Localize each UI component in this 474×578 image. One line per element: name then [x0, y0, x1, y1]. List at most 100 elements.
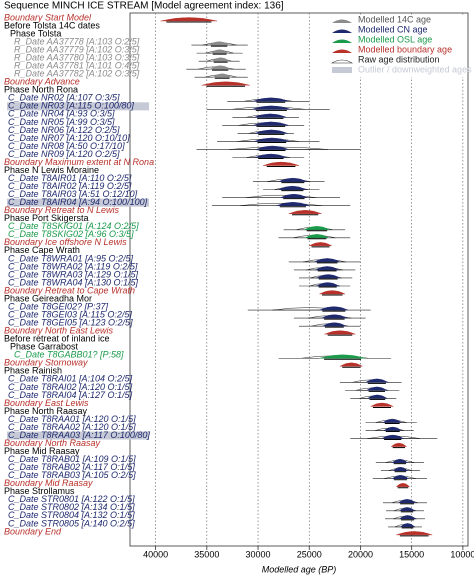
- modelled-distribution: [365, 386, 388, 391]
- row-label: C_Date T8GABB01? [P:58]: [14, 350, 124, 360]
- modelled-distribution: [278, 185, 307, 190]
- legend-label: Modelled boundary age: [358, 44, 452, 54]
- row-label: Phase North Rona: [4, 85, 78, 95]
- modelled-distribution: [209, 65, 232, 70]
- legend-box: [326, 15, 466, 77]
- modelled-distribution: [251, 105, 291, 110]
- row-label: C_Date T8RAA02 [A:120 O:1/5]: [8, 422, 136, 432]
- row-label: C_Date T8AIR03 [A:51 O:12/10]: [8, 189, 138, 199]
- outlier-highlight: [7, 431, 149, 440]
- row-label: C_Date T8GEI05 [A:123 O:2/5]: [8, 318, 133, 328]
- legend-swatch: [330, 59, 354, 64]
- row-label: C_Date T8AIR01 [A:110 O:2/5]: [8, 173, 132, 183]
- modelled-distribution: [314, 266, 340, 271]
- row-label: Boundary North Raasay: [4, 438, 101, 448]
- legend-label: Modelled OSL age: [358, 34, 432, 44]
- modelled-distribution: [276, 201, 310, 206]
- row-label: Boundary Mid Raasay: [4, 478, 93, 488]
- legend-label: Modelled CN age: [358, 24, 428, 34]
- legend-swatch: [332, 49, 352, 53]
- legend-swatch: [332, 67, 352, 73]
- legend-label: Modelled 14C age: [358, 14, 431, 24]
- modelled-distribution: [315, 282, 340, 287]
- modelled-distribution: [391, 458, 409, 463]
- modelled-distribution: [319, 290, 346, 295]
- row-label: C_Date T8GEI02? [P:37]: [8, 301, 109, 311]
- modelled-distribution: [319, 306, 349, 311]
- legend-swatch: [332, 39, 352, 43]
- row-label: C_Date T8SKIG01 [A:124 O:2/5]: [8, 221, 139, 231]
- row-label: Phase Port Skigersta: [4, 213, 89, 223]
- row-label: R_Date AA37780 [A:103 O:3/5]: [14, 53, 140, 63]
- modelled-distribution: [255, 145, 289, 150]
- modelled-distribution: [383, 426, 402, 431]
- x-tick-label: 25000: [297, 549, 322, 559]
- modelled-distribution: [398, 515, 417, 520]
- modelled-distribution: [397, 499, 417, 503]
- row-label: C_Date T8RAI02 [A:120 O:1/5]: [8, 382, 133, 392]
- modelled-distribution: [319, 354, 366, 359]
- modelled-distribution: [253, 137, 290, 142]
- row-label: C_Date T8RAI01 [A:104 O:2/5]: [8, 374, 133, 384]
- modelled-distribution: [280, 193, 308, 198]
- modelled-distribution: [367, 394, 388, 399]
- row-label: Boundary East Lewis: [4, 398, 89, 408]
- modelled-distribution: [160, 17, 218, 22]
- row-label: Boundary Retreat to Cape Wrath: [4, 285, 135, 295]
- modelled-distribution: [254, 153, 287, 158]
- row-label: C_Date T8RAB03 [A:105 O:2/5]: [8, 470, 136, 480]
- row-label: R_Date AA37781 [A:101 O:4/5]: [14, 61, 140, 71]
- modelled-distribution: [211, 57, 230, 62]
- x-tick-label: 20000: [348, 549, 373, 559]
- modelled-distribution: [253, 113, 287, 118]
- modelled-distribution: [396, 531, 433, 536]
- modelled-distribution: [392, 466, 409, 471]
- modelled-distribution: [212, 73, 232, 78]
- x-tick-label: 15000: [399, 549, 424, 559]
- row-label: R_Date AA37779 [A:102 O:3/5]: [14, 44, 140, 54]
- row-label: Before retreat of inland ice: [4, 334, 110, 344]
- modelled-distribution: [369, 402, 394, 407]
- x-tick-label: 35000: [194, 549, 219, 559]
- row-label: Before Tolsta 14C dates: [4, 20, 100, 30]
- legend-label: Outlier / downweighted ages: [358, 64, 472, 74]
- row-label: Boundary Maximum extent at N Rona: [4, 157, 154, 167]
- x-tick-label: 10000: [450, 549, 474, 559]
- modelled-distribution: [321, 314, 348, 319]
- modelled-distribution: [314, 258, 341, 263]
- row-label: C_Date NR04 [A:93 O:3/5]: [8, 109, 115, 119]
- row-label: C_Date NR09 [A:120 O:2/5]: [8, 149, 120, 159]
- row-label: C_Date NR07 [A:120 O:10/10]: [8, 133, 130, 143]
- row-label: C_Date T8SKIG02 [A:96 O:3/5]: [8, 229, 134, 239]
- row-label: Boundary Retreat to N Lewis: [4, 205, 120, 215]
- modelled-distribution: [390, 442, 408, 447]
- modelled-distribution: [382, 418, 403, 423]
- row-label: C_Date STR0804 [A:132 O:1/5]: [8, 510, 135, 520]
- x-axis-label: Modelled age (BP): [262, 564, 337, 574]
- row-label: C_Date NR02 [A:107 O:3/5]: [8, 93, 120, 103]
- row-label: C_Date STR0805 [A:140 O:2/5]: [8, 518, 135, 528]
- row-label: Phase Rainish: [4, 366, 62, 376]
- row-label: C_Date T8GEI03 [A:115 O:2/5]: [8, 309, 132, 319]
- row-label: Phase Strollamus: [4, 486, 75, 496]
- row-label: Phase North Raasay: [4, 406, 88, 416]
- modelled-distribution: [288, 210, 322, 214]
- x-tick-label: 40000: [143, 549, 168, 559]
- modelled-distribution: [391, 475, 410, 479]
- row-label: Boundary Start Model: [4, 12, 92, 22]
- row-label: Boundary Advance: [4, 77, 80, 87]
- modelled-distribution: [208, 41, 230, 46]
- row-label: C_Date T8RAA03 [A:117 O:100/80]: [8, 430, 150, 440]
- modelled-distribution: [324, 330, 356, 335]
- row-label: C_Date T8WRA03 [A:129 O:1/5]: [8, 269, 139, 279]
- modelled-distribution: [278, 177, 308, 182]
- legend-label: Raw age distribution: [358, 54, 440, 64]
- row-label: C_Date T8WRA04 [A:130 O:1/5]: [8, 277, 139, 287]
- modelled-distribution: [308, 242, 333, 247]
- row-label: C_Date STR0802 [A:134 O:1/5]: [8, 502, 135, 512]
- row-label: C_Date T8RAB01 [A:109 O:1/5]: [8, 454, 136, 464]
- modelled-distribution: [399, 523, 416, 528]
- row-label: Phase Garrabost: [10, 342, 79, 352]
